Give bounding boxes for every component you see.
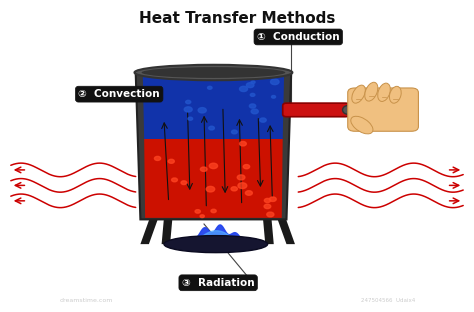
Circle shape xyxy=(249,104,256,108)
Circle shape xyxy=(198,108,206,113)
Text: ③  Radiation: ③ Radiation xyxy=(182,278,255,288)
Circle shape xyxy=(168,159,174,163)
Polygon shape xyxy=(140,218,158,244)
Circle shape xyxy=(239,141,246,146)
Circle shape xyxy=(238,183,247,188)
Circle shape xyxy=(209,163,218,168)
Circle shape xyxy=(260,118,266,122)
Ellipse shape xyxy=(351,116,373,134)
Circle shape xyxy=(206,186,215,192)
Circle shape xyxy=(264,198,271,202)
Circle shape xyxy=(209,126,214,130)
Circle shape xyxy=(250,93,255,96)
Text: dreamstime.com: dreamstime.com xyxy=(60,298,113,303)
Text: 247504566  Udaix4: 247504566 Udaix4 xyxy=(361,298,415,303)
Text: ①  Conduction: ① Conduction xyxy=(257,32,339,42)
Circle shape xyxy=(237,175,245,180)
FancyBboxPatch shape xyxy=(348,88,419,131)
Text: ②  Convection: ② Convection xyxy=(78,89,160,99)
Circle shape xyxy=(200,215,204,217)
Circle shape xyxy=(231,130,237,134)
Circle shape xyxy=(155,156,161,160)
Circle shape xyxy=(251,81,255,84)
Circle shape xyxy=(271,79,279,85)
Ellipse shape xyxy=(142,67,285,78)
Ellipse shape xyxy=(390,86,401,103)
Polygon shape xyxy=(162,218,173,244)
Polygon shape xyxy=(136,72,291,219)
Ellipse shape xyxy=(164,236,268,253)
Circle shape xyxy=(201,167,207,171)
Ellipse shape xyxy=(365,82,378,101)
Circle shape xyxy=(231,187,237,191)
Ellipse shape xyxy=(343,105,353,114)
Circle shape xyxy=(269,197,276,202)
Circle shape xyxy=(239,86,247,91)
Circle shape xyxy=(211,209,216,213)
Polygon shape xyxy=(143,72,284,139)
Circle shape xyxy=(264,204,271,209)
Circle shape xyxy=(208,86,212,89)
Circle shape xyxy=(186,100,191,104)
Polygon shape xyxy=(144,139,283,218)
Ellipse shape xyxy=(352,85,365,103)
Ellipse shape xyxy=(378,83,390,101)
Circle shape xyxy=(184,107,192,112)
Circle shape xyxy=(172,178,177,182)
Circle shape xyxy=(188,117,192,120)
Circle shape xyxy=(246,83,254,88)
Circle shape xyxy=(267,212,274,217)
Polygon shape xyxy=(277,218,295,244)
Circle shape xyxy=(181,181,187,185)
Circle shape xyxy=(246,191,252,195)
Polygon shape xyxy=(263,218,274,244)
Circle shape xyxy=(243,164,250,169)
Circle shape xyxy=(251,109,258,114)
Ellipse shape xyxy=(135,65,292,80)
Circle shape xyxy=(195,210,201,213)
Text: Heat Transfer Methods: Heat Transfer Methods xyxy=(139,11,335,26)
FancyBboxPatch shape xyxy=(283,103,349,117)
Circle shape xyxy=(272,95,275,98)
